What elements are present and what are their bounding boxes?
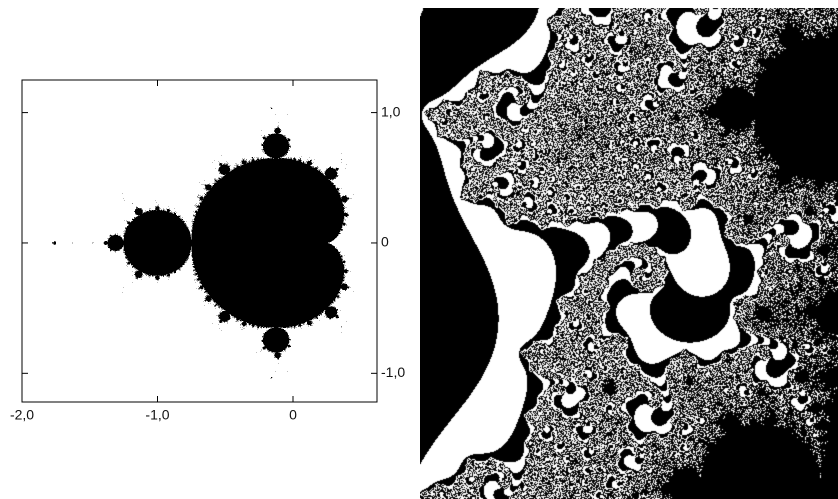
fractal-zoom xyxy=(420,8,838,499)
y-tick-label: 1,0 xyxy=(381,103,401,119)
x-tick-label: -2,0 xyxy=(10,407,34,423)
figure: -2,0 -1,0 0 1,0 0 -1,0 xyxy=(0,0,838,499)
y-tick-label: -1,0 xyxy=(381,364,405,380)
y-tick-label: 0 xyxy=(381,234,389,250)
x-tick-label: -1,0 xyxy=(145,407,169,423)
x-tick-label: 0 xyxy=(289,407,297,423)
fractal-full xyxy=(22,80,377,402)
